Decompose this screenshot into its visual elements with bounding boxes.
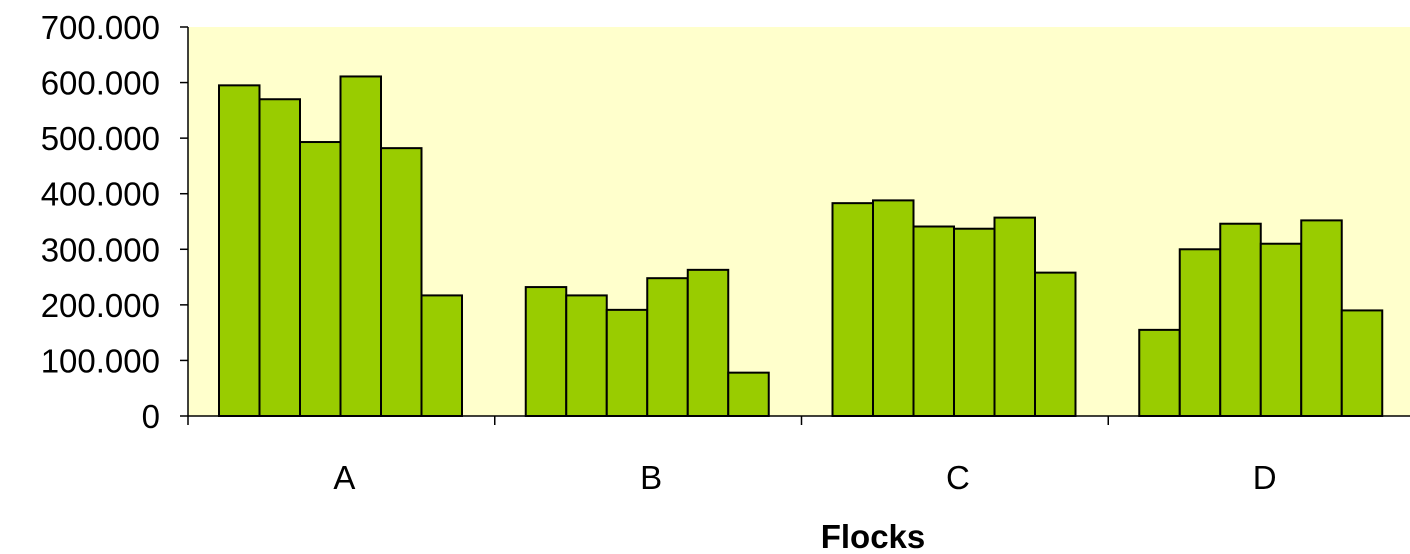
- bar-B-2: [565, 294, 608, 417]
- bar-C-4: [953, 227, 996, 417]
- bar-C-1: [831, 202, 874, 417]
- bar-D-6: [1340, 309, 1384, 417]
- bar-A-2: [258, 98, 301, 417]
- bar-D-3: [1219, 222, 1262, 417]
- y-tick-label: 400.000: [41, 176, 160, 213]
- bar-D-1: [1138, 328, 1181, 417]
- bars-group: [218, 75, 1384, 418]
- y-tick-label: 600.000: [41, 65, 160, 102]
- bar-D-2: [1178, 248, 1222, 417]
- bar-C-2: [872, 199, 915, 417]
- bar-A-4: [339, 75, 382, 418]
- bar-A-1: [218, 84, 261, 417]
- x-category-label: A: [333, 459, 355, 496]
- bar-B-4: [646, 277, 689, 417]
- bar-B-1: [524, 286, 568, 417]
- y-tick-label: 500.000: [41, 120, 160, 157]
- x-category-label: D: [1253, 459, 1277, 496]
- bar-A-3: [299, 141, 342, 417]
- bar-B-5: [686, 268, 730, 417]
- y-tick-label: 100.000: [41, 342, 160, 379]
- bar-C-6: [1034, 271, 1077, 417]
- bar-C-3: [912, 225, 955, 417]
- y-tick-label: 0: [142, 398, 160, 435]
- bar-B-3: [605, 308, 649, 418]
- x-category-label: C: [946, 459, 970, 496]
- x-axis-title: Flocks: [821, 518, 926, 554]
- axes-group: 0 100.000 200.000 300.000 400.000 500.000 600.…: [41, 9, 1410, 496]
- bar-A-6: [420, 294, 463, 417]
- bar-A-5: [380, 147, 423, 417]
- y-tick-label: 300.000: [41, 231, 160, 268]
- y-tick-label: 200.000: [41, 287, 160, 324]
- bar-C-5: [993, 216, 1036, 417]
- bar-D-5: [1300, 219, 1343, 417]
- x-category-label: B: [640, 459, 662, 496]
- bar-D-4: [1259, 242, 1303, 417]
- bar-B-6: [727, 371, 770, 418]
- y-tick-label: 700.000: [41, 9, 160, 46]
